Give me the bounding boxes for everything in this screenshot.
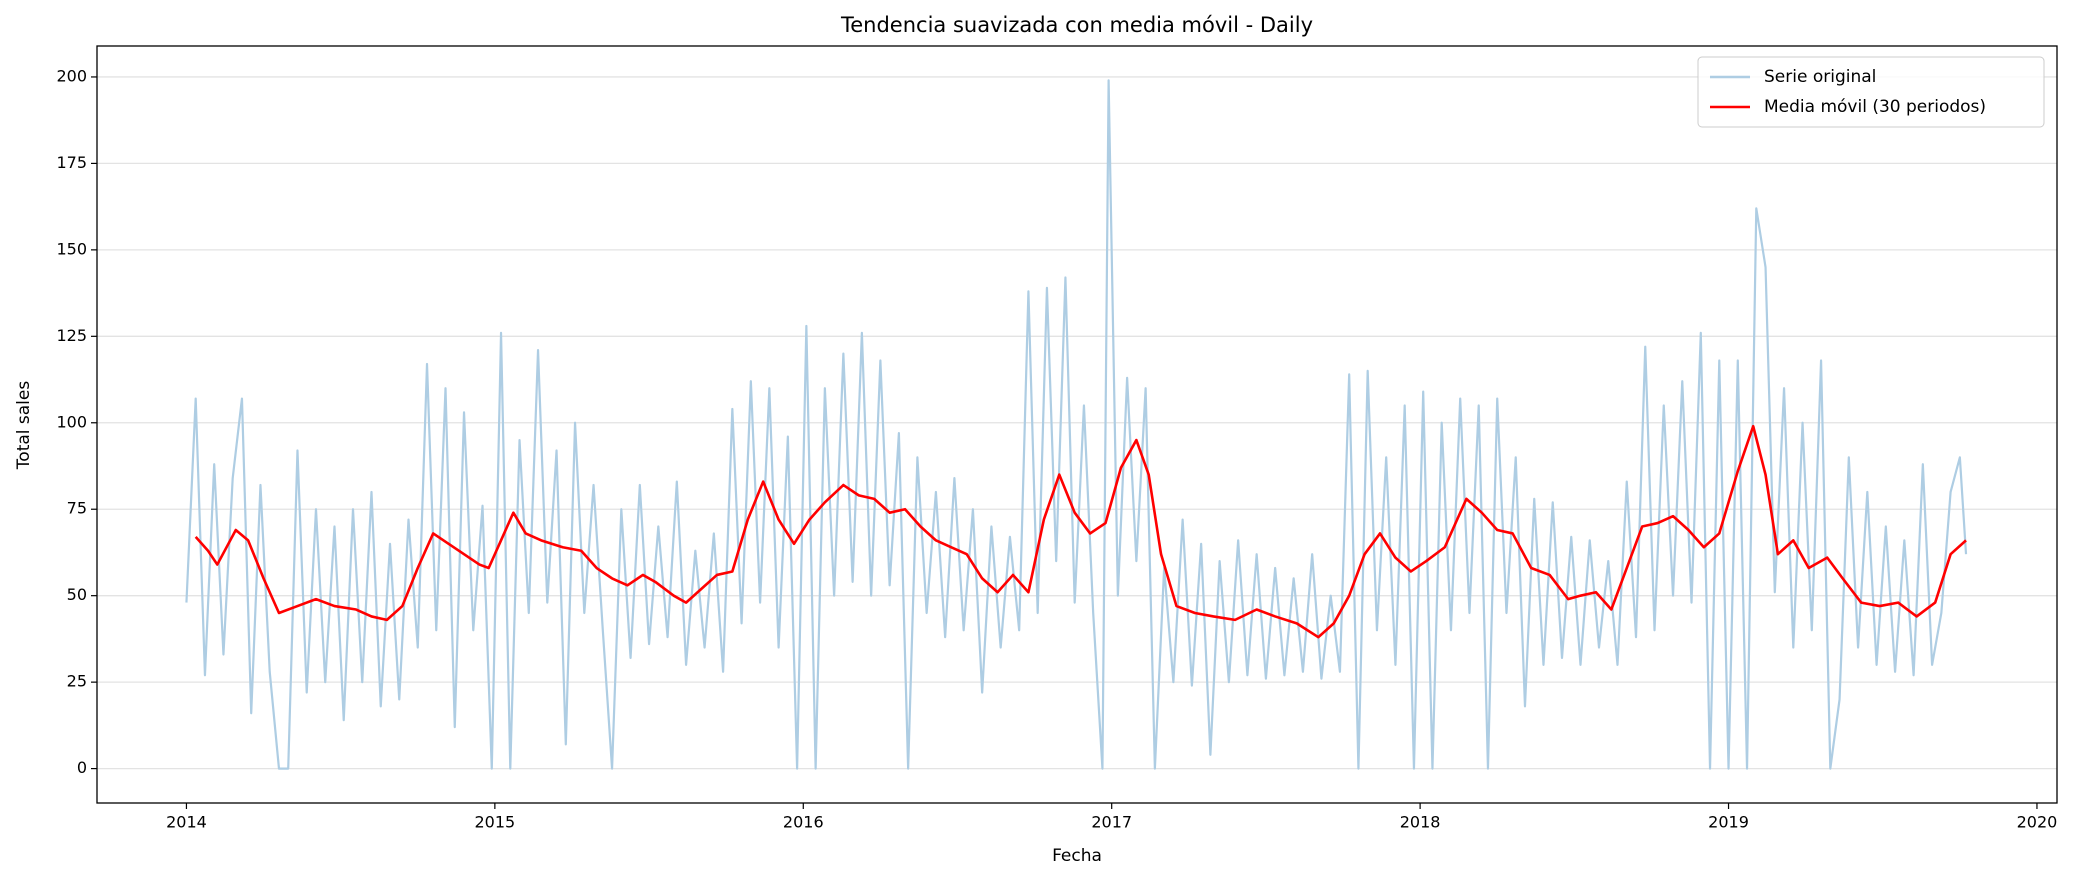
x-axis-label: Fecha xyxy=(1052,846,1102,866)
y-tick-label: 150 xyxy=(56,239,87,258)
y-tick-label: 0 xyxy=(77,758,87,777)
y-tick-label: 50 xyxy=(67,585,87,604)
x-tick-label: 2019 xyxy=(1708,813,1749,832)
plot-frame xyxy=(96,45,2058,804)
legend-box xyxy=(1697,56,2045,128)
x-tick-label: 2014 xyxy=(166,813,207,832)
series-line xyxy=(185,79,1968,770)
x-tick-label: 2016 xyxy=(783,813,824,832)
legend: Serie original Media móvil (30 periodos) xyxy=(1697,56,2045,128)
y-tick-label: 200 xyxy=(56,66,87,85)
chart-title: Tendencia suavizada con media móvil - Da… xyxy=(840,13,1313,37)
y-tick-label: 175 xyxy=(56,153,87,172)
y-axis-label: Total sales xyxy=(14,381,34,471)
y-tick-label: 75 xyxy=(67,499,87,518)
x-tick-label: 2015 xyxy=(475,813,516,832)
x-tick-label: 2020 xyxy=(2017,813,2058,832)
legend-label: Media móvil (30 periodos) xyxy=(1764,97,1986,117)
series-line xyxy=(194,424,1967,639)
y-tick-label: 125 xyxy=(56,326,87,345)
y-tick-label: 25 xyxy=(67,672,87,691)
y-tick-label: 100 xyxy=(56,412,87,431)
legend-label: Serie original xyxy=(1764,67,1876,87)
x-tick-label: 2017 xyxy=(1091,813,1132,832)
x-tick-label: 2018 xyxy=(1400,813,1441,832)
